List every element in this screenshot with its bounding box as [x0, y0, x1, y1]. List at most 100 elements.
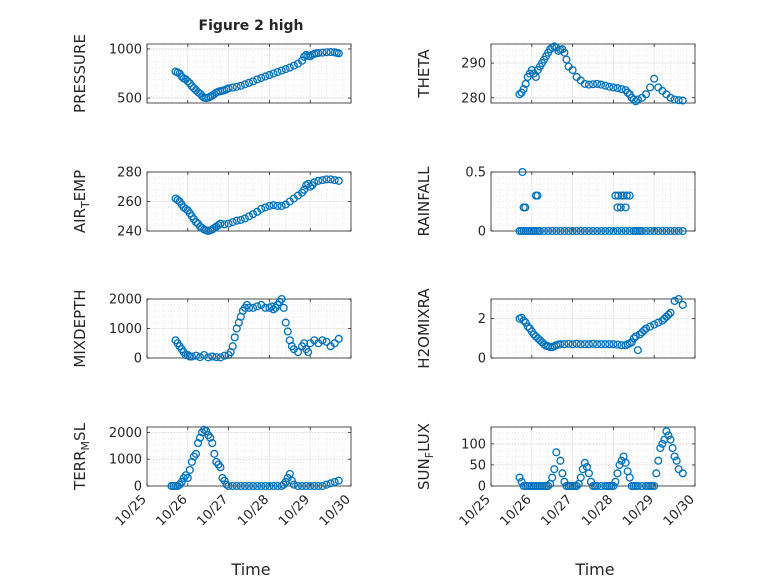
- data-point: [654, 456, 663, 465]
- data-point: [588, 226, 598, 236]
- data-point: [633, 95, 642, 104]
- y-tick-label: 100: [461, 437, 486, 452]
- y-tick-label: 0: [478, 225, 486, 240]
- data-point: [224, 481, 233, 491]
- data-point: [619, 191, 628, 200]
- data-point: [521, 318, 530, 327]
- data-point: [228, 342, 237, 351]
- data-point: [183, 350, 192, 360]
- data-point: [326, 479, 335, 488]
- axes-box: [146, 426, 352, 487]
- data-point: [277, 66, 286, 75]
- y-axis-label: PRESSURE: [71, 34, 89, 113]
- data-point: [674, 96, 683, 105]
- data-point: [208, 352, 217, 361]
- data-point: [334, 334, 343, 343]
- data-point: [621, 226, 630, 236]
- data-point: [597, 481, 606, 491]
- data-point: [544, 481, 553, 491]
- data-point: [670, 452, 679, 461]
- data-point: [564, 339, 573, 348]
- y-tick-label: 240: [117, 225, 142, 240]
- data-point: [560, 48, 569, 57]
- x-tick-label: 10/30: [661, 492, 698, 529]
- data-point: [601, 226, 610, 236]
- data-point: [195, 433, 205, 442]
- data-point: [613, 469, 622, 478]
- data-point: [200, 350, 209, 360]
- data-point: [240, 80, 249, 89]
- data-point: [576, 226, 585, 236]
- data-point: [261, 481, 270, 491]
- data-point: [668, 444, 677, 453]
- data-point: [611, 191, 620, 200]
- data-point: [584, 80, 593, 89]
- y-tick-label: 280: [461, 91, 486, 106]
- data-point: [330, 477, 339, 487]
- data-point: [658, 439, 667, 448]
- data-point: [666, 308, 675, 317]
- y-axis-label: SUNFLUX: [415, 423, 436, 490]
- data-point: [662, 226, 671, 236]
- data-point: [674, 465, 683, 474]
- subplot-terr_msl: 0 1000 2000 TERRMSL 10/25 10/26 10/27 10/28 10/2…: [71, 422, 354, 529]
- y-tick-label: 290: [461, 57, 486, 72]
- data-point: [539, 226, 549, 236]
- data-point: [224, 84, 233, 93]
- subplot-air_temp: 240 260 280 AIRTEMP: [71, 166, 352, 240]
- data-point: [658, 226, 667, 236]
- data-point: [518, 167, 527, 177]
- data-point: [277, 481, 286, 491]
- data-point: [302, 481, 311, 491]
- data-point: [623, 88, 632, 97]
- data-point: [306, 481, 315, 491]
- x-tick-label: 10/28: [235, 492, 272, 529]
- data-point: [609, 340, 618, 349]
- data-point: [244, 78, 254, 87]
- data-point: [228, 83, 237, 92]
- data-point: [521, 79, 530, 88]
- data-point: [597, 340, 606, 349]
- subplot-rainfall: 0 0.5 RAINFALL: [415, 166, 696, 240]
- x-tick-label: 10/27: [538, 492, 575, 529]
- data-point: [568, 340, 577, 349]
- data-point: [601, 81, 610, 90]
- data-point: [220, 220, 229, 229]
- data-point: [322, 480, 331, 489]
- data-point: [678, 226, 687, 236]
- data-point: [244, 212, 254, 221]
- data-point: [617, 456, 626, 465]
- data-point: [593, 226, 602, 236]
- data-point: [185, 465, 194, 474]
- ticks: [490, 44, 696, 103]
- data-point: [560, 477, 569, 486]
- data-point: [629, 95, 638, 104]
- y-axis-label: TERRMSL: [71, 422, 92, 491]
- y-axis-label: AIRTEMP: [71, 170, 92, 233]
- data-point: [281, 318, 290, 327]
- data-point: [637, 226, 647, 236]
- y-axis-label: MIXDEPTH: [71, 289, 89, 367]
- data-point: [515, 90, 524, 99]
- data-point: [631, 332, 640, 341]
- data-point: [613, 340, 622, 349]
- data-point: [240, 481, 249, 491]
- ticks: [146, 171, 352, 232]
- data-point: [654, 226, 663, 236]
- major-grid: [147, 44, 351, 103]
- data-point: [269, 201, 278, 210]
- data-point: [212, 353, 221, 362]
- data-point: [304, 348, 313, 357]
- data-point: [334, 476, 343, 485]
- axes-box: [490, 43, 696, 104]
- data-point: [177, 477, 186, 487]
- data-point: [576, 473, 585, 482]
- y-tick-label: 50: [469, 458, 486, 473]
- data-point: [568, 226, 577, 236]
- data-point: [253, 75, 262, 84]
- data-point: [662, 427, 671, 436]
- x-tick-label: 10/30: [317, 492, 354, 529]
- data-point: [232, 82, 241, 91]
- data-point: [293, 348, 303, 357]
